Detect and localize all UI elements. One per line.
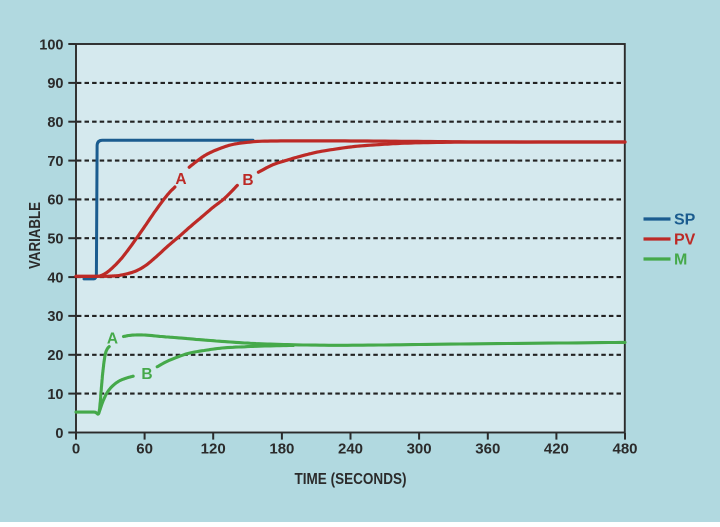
svg-text:300: 300 [407,441,432,458]
svg-text:PV: PV [674,232,696,249]
svg-text:420: 420 [544,441,569,458]
svg-text:40: 40 [47,270,63,286]
svg-text:B: B [242,172,253,189]
svg-text:0: 0 [55,426,63,442]
svg-text:360: 360 [475,441,500,458]
svg-text:60: 60 [136,441,153,458]
svg-text:240: 240 [338,441,363,458]
svg-text:A: A [107,330,118,347]
svg-text:80: 80 [47,115,63,131]
svg-text:VARIABLE: VARIABLE [27,202,44,269]
svg-text:120: 120 [201,441,226,458]
svg-text:A: A [175,171,186,188]
svg-text:TIME (SECONDS): TIME (SECONDS) [295,471,407,488]
svg-text:SP: SP [674,212,696,229]
svg-text:180: 180 [269,441,294,458]
svg-text:0: 0 [72,441,80,458]
svg-text:B: B [141,366,152,383]
svg-text:20: 20 [47,348,63,364]
svg-text:100: 100 [39,37,63,53]
svg-text:30: 30 [47,309,63,325]
svg-text:480: 480 [612,441,637,458]
svg-text:60: 60 [47,193,63,209]
svg-text:90: 90 [47,76,63,92]
svg-text:10: 10 [47,387,63,403]
svg-text:M: M [674,252,687,269]
svg-text:50: 50 [47,232,63,248]
svg-text:70: 70 [47,154,63,170]
